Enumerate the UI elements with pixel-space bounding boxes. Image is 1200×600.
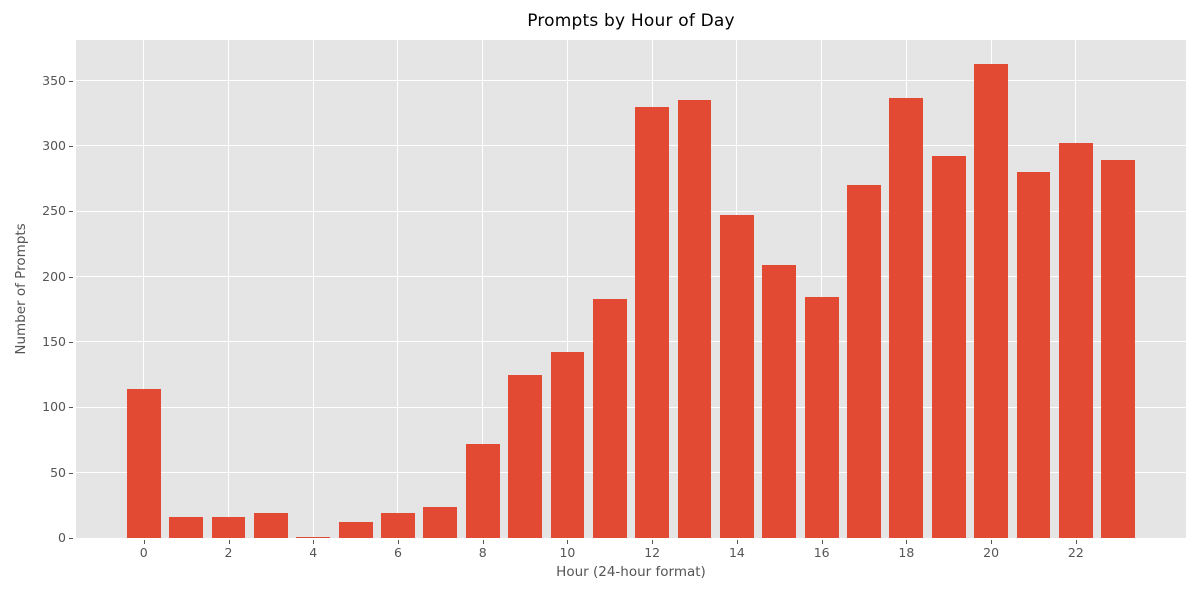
y-tick-mark-350 — [69, 80, 73, 82]
x-tick-mark-12 — [652, 540, 654, 544]
y-tick-label-200: 200 — [42, 268, 66, 284]
y-tick-mark-50 — [69, 472, 73, 474]
x-tick-mark-8 — [482, 540, 484, 544]
x-gridline-4 — [312, 40, 314, 538]
x-gridline-2 — [228, 40, 230, 538]
x-tick-mark-2 — [228, 540, 230, 544]
y-tick-label-300: 300 — [42, 137, 66, 153]
y-gridline-0 — [76, 537, 1186, 539]
x-tick-mark-6 — [397, 540, 399, 544]
plot-area — [76, 40, 1186, 539]
x-tick-mark-14 — [736, 540, 738, 544]
bar-hour-13 — [677, 100, 712, 538]
x-tick-label-8: 8 — [478, 545, 487, 560]
y-tick-label-100: 100 — [42, 399, 66, 415]
bar-hour-18 — [889, 97, 924, 538]
bar-hour-5 — [338, 522, 373, 538]
x-tick-label-2: 2 — [224, 545, 233, 560]
bar-hour-1 — [169, 517, 204, 538]
y-tick-label-250: 250 — [42, 203, 66, 219]
bar-hour-11 — [592, 298, 627, 538]
x-gridline-16 — [821, 40, 823, 538]
x-gridline-0 — [143, 40, 145, 538]
x-tick-mark-10 — [567, 540, 569, 544]
x-tick-mark-0 — [143, 540, 145, 544]
x-tick-label-18: 18 — [898, 545, 915, 560]
y-tick-mark-0 — [69, 538, 73, 539]
bar-hour-15 — [762, 264, 797, 538]
y-gridline-50 — [76, 472, 1186, 474]
bar-hour-7 — [423, 506, 458, 538]
y-gridline-300 — [76, 145, 1186, 147]
bar-hour-10 — [550, 352, 585, 538]
bar-hour-19 — [931, 156, 966, 538]
bar-hour-6 — [381, 513, 415, 538]
y-tick-label-50: 50 — [50, 464, 66, 480]
bar-hour-17 — [847, 185, 881, 538]
bar-hour-23 — [1101, 160, 1136, 538]
bar-hour-21 — [1016, 172, 1051, 538]
y-gridline-350 — [76, 80, 1186, 82]
bar-hour-16 — [804, 297, 839, 538]
bar-hour-2 — [211, 517, 246, 538]
bar-hour-8 — [465, 443, 500, 538]
x-axis-label: Hour (24-hour format) — [556, 564, 706, 580]
y-gridline-250 — [76, 210, 1186, 212]
x-tick-label-16: 16 — [813, 545, 830, 560]
chart-title: Prompts by Hour of Day — [527, 11, 735, 31]
x-tick-label-20: 20 — [983, 545, 1000, 560]
y-gridline-150 — [76, 341, 1186, 343]
y-tick-mark-200 — [69, 276, 73, 278]
x-tick-label-22: 22 — [1067, 545, 1084, 560]
x-tick-label-6: 6 — [394, 545, 402, 560]
bar-hour-20 — [974, 63, 1009, 538]
bar-hour-9 — [508, 374, 543, 538]
bar-hour-22 — [1058, 143, 1093, 538]
x-tick-mark-18 — [906, 540, 908, 544]
bar-hour-14 — [719, 215, 754, 538]
x-tick-mark-4 — [313, 540, 315, 544]
y-tick-mark-250 — [69, 211, 73, 213]
x-gridline-8 — [482, 40, 484, 538]
y-gridline-100 — [76, 406, 1186, 408]
x-gridline-10 — [566, 40, 568, 538]
y-gridline-200 — [76, 276, 1186, 278]
x-tick-mark-22 — [1075, 540, 1077, 544]
x-tick-label-0: 0 — [139, 545, 148, 560]
y-tick-label-350: 350 — [42, 72, 66, 88]
x-tick-mark-16 — [821, 540, 823, 544]
bar-hour-4 — [296, 536, 331, 538]
bar-hour-3 — [253, 513, 288, 538]
y-tick-mark-300 — [69, 145, 73, 147]
y-tick-label-150: 150 — [42, 333, 66, 349]
x-tick-mark-20 — [991, 540, 993, 544]
y-tick-mark-150 — [69, 341, 73, 343]
y-tick-label-0: 0 — [58, 530, 66, 545]
x-tick-label-4: 4 — [309, 545, 318, 560]
x-gridline-6 — [397, 40, 399, 538]
x-tick-label-14: 14 — [728, 545, 745, 560]
y-tick-mark-100 — [69, 407, 73, 409]
bar-hour-0 — [126, 388, 161, 538]
x-tick-label-12: 12 — [644, 545, 661, 560]
x-tick-label-10: 10 — [559, 545, 576, 560]
bar-hour-12 — [635, 106, 670, 538]
